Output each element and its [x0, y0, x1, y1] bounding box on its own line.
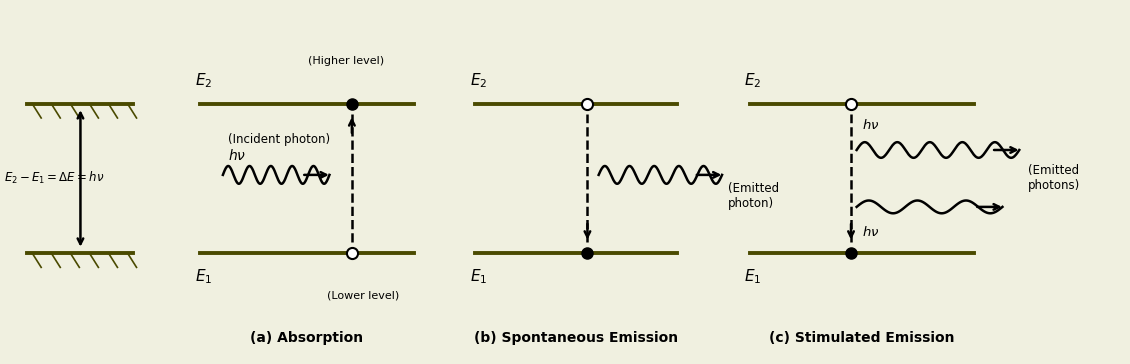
Text: (a) Absorption: (a) Absorption — [251, 332, 364, 345]
Text: $E_2 - E_1 = \Delta E = h\nu$: $E_2 - E_1 = \Delta E = h\nu$ — [5, 170, 105, 186]
Text: $h\nu$: $h\nu$ — [862, 118, 880, 132]
Text: (c) Stimulated Emission: (c) Stimulated Emission — [770, 332, 955, 345]
Text: (Higher level): (Higher level) — [308, 56, 384, 66]
Text: $E_1$: $E_1$ — [745, 267, 762, 286]
Text: $h\nu$: $h\nu$ — [862, 225, 880, 239]
Text: $E_2$: $E_2$ — [745, 71, 762, 90]
Text: $h\nu$: $h\nu$ — [228, 148, 246, 163]
Text: $E_1$: $E_1$ — [194, 267, 212, 286]
Text: $E_2$: $E_2$ — [470, 71, 487, 90]
Text: (Emitted
photons): (Emitted photons) — [1028, 165, 1080, 193]
Text: (b) Spontaneous Emission: (b) Spontaneous Emission — [475, 332, 678, 345]
Text: (Lower level): (Lower level) — [327, 291, 399, 301]
Text: (Incident photon): (Incident photon) — [228, 133, 331, 146]
Text: (Emitted
photon): (Emitted photon) — [728, 182, 779, 210]
Text: $E_1$: $E_1$ — [470, 267, 487, 286]
Text: $E_2$: $E_2$ — [194, 71, 212, 90]
